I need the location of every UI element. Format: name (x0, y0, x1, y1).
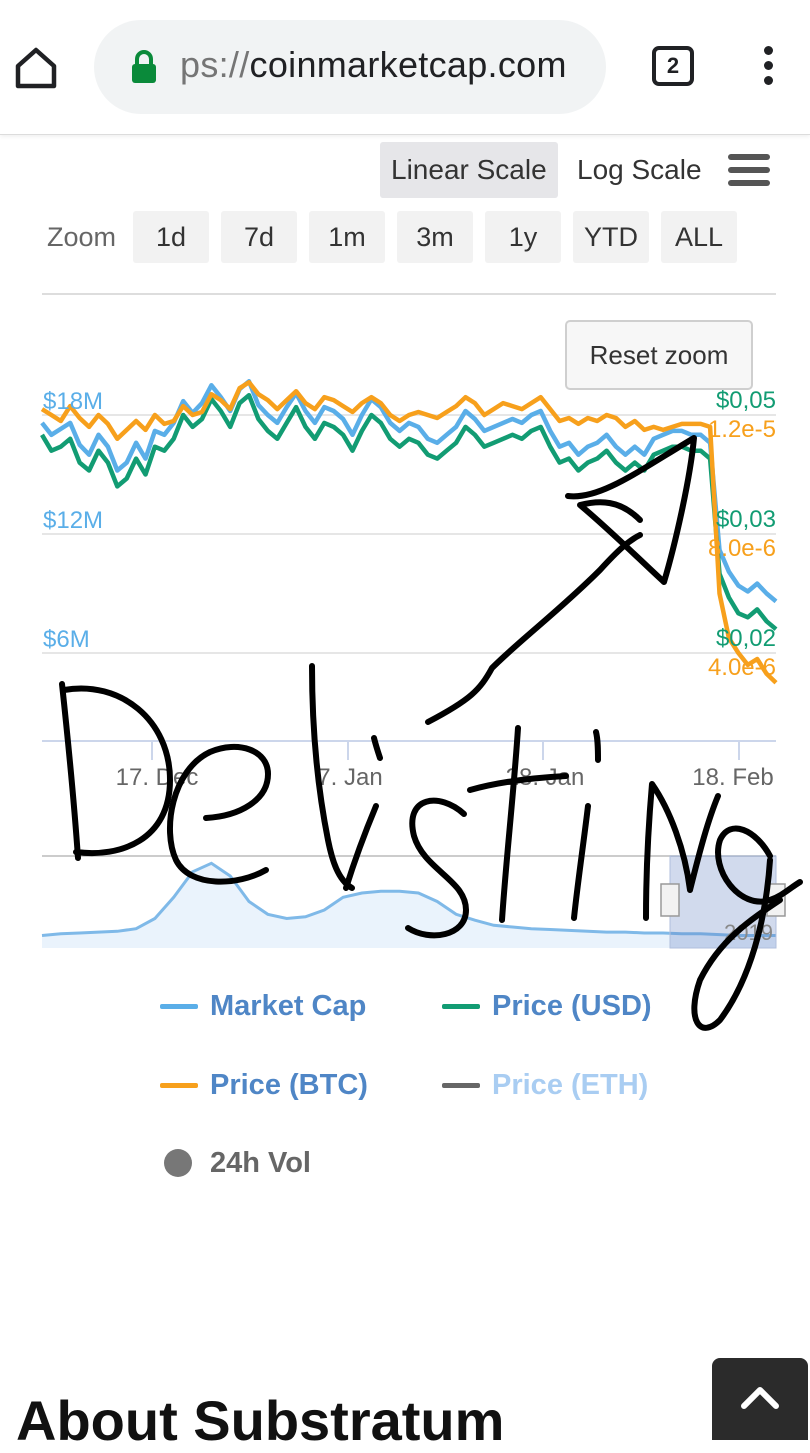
log-scale-button[interactable]: Log Scale (577, 154, 702, 185)
legend-label: Price (BTC) (210, 1069, 368, 1101)
url-scheme: ps:// (180, 44, 250, 85)
linear-scale-button[interactable]: Linear Scale (380, 142, 558, 198)
y-axis-label-market-cap: $12M (43, 507, 103, 534)
hamburger-icon[interactable] (728, 154, 770, 188)
legend-marker (442, 1083, 480, 1088)
y-axis-label-btc: 1.2e-5 (708, 416, 776, 443)
navigator-handle-right (766, 883, 786, 917)
zoom-label: Zoom (47, 222, 117, 252)
y-axis-label-btc: 8.0e-6 (708, 535, 776, 562)
tab-count: 2 (666, 53, 680, 78)
address-bar[interactable]: ps://coinmarketcap.com (94, 20, 606, 114)
x-axis-label: 28. Jan (506, 764, 585, 791)
chevron-up-icon (741, 1387, 779, 1409)
about-heading: About Substratum (16, 1389, 505, 1452)
x-axis-label: 18. Feb (692, 764, 773, 791)
legend-label: Price (USD) (492, 990, 652, 1022)
legend-label: 24h Vol (210, 1147, 311, 1179)
legend-label: Price (ETH) (492, 1069, 649, 1101)
y-axis-label-usd: $0,03 (716, 506, 776, 533)
legend-marker (160, 1004, 198, 1009)
more-vert-icon[interactable] (760, 46, 776, 90)
x-axis-label: 17. Dec (116, 764, 199, 791)
legend-marker (160, 1083, 198, 1088)
y-axis-label-btc: 4.0e-6 (708, 654, 776, 681)
lock-icon (132, 50, 156, 83)
y-axis-label-market-cap: $6M (43, 626, 90, 653)
home-icon[interactable] (12, 44, 60, 92)
scroll-to-top-button[interactable] (712, 1358, 808, 1440)
legend-marker (164, 1149, 192, 1177)
zoom-3m-button[interactable]: 3m (397, 211, 473, 263)
x-axis-label: 7. Jan (317, 764, 382, 791)
url-host: coinmarketcap.com (249, 44, 567, 85)
zoom-1y-button[interactable]: 1y (485, 211, 561, 263)
price-chart[interactable]: $18M $12M $6M $0,05 $0,03 $0,02 1.2e-5 8.0e-6 4.… (0, 0, 810, 1000)
reset-zoom-button[interactable]: Reset zoom (565, 320, 753, 390)
browser-toolbar: ps://coinmarketcap.com 2 (0, 0, 810, 135)
y-axis-label-usd: $0,05 (716, 387, 776, 414)
url-text: ps://coinmarketcap.com (180, 44, 567, 86)
navigator-handle-left (660, 883, 680, 917)
legend-label: Market Cap (210, 990, 367, 1022)
zoom-all-button[interactable]: ALL (661, 211, 737, 263)
zoom-1m-button[interactable]: 1m (309, 211, 385, 263)
zoom-7d-button[interactable]: 7d (221, 211, 297, 263)
legend-marker (442, 1004, 480, 1009)
zoom-ytd-button[interactable]: YTD (573, 211, 649, 263)
navigator-year-label: 2019 (724, 920, 773, 945)
series-line-price-btc (40, 380, 778, 685)
y-axis-label-usd: $0,02 (716, 625, 776, 652)
tabs-icon[interactable]: 2 (652, 46, 694, 86)
y-axis-label-market-cap: $18M (43, 388, 103, 415)
zoom-1d-button[interactable]: 1d (133, 211, 209, 263)
